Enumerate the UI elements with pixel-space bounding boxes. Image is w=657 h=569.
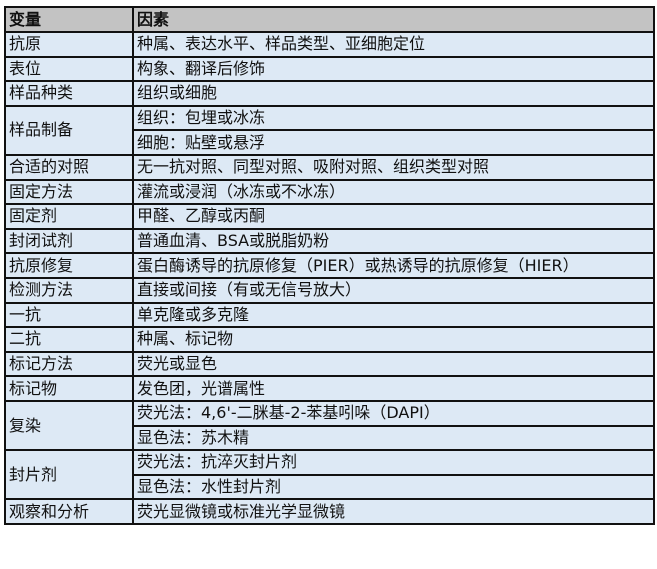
table-row: 标记物 发色团，光谱属性 [4,375,655,402]
table-row: 细胞：贴壁或悬浮 [5,129,655,156]
table-row: 复染 荧光法：4,6'-二脒基-2-苯基吲哚（DAPI） [4,399,655,452]
table-row: 表位 构象、翻译后修饰 [4,55,655,83]
factor-cell: 发色团，光谱属性 [132,375,655,402]
ihc-variables-table: 变量 因素 抗原 种属、表达水平、样品类型、亚细胞定位 表位 构象、翻译后修饰 样品种类… [4,6,655,525]
factor-cell: 荧光法：4,6'-二脒基-2-苯基吲哚（DAPI） [132,399,655,427]
variable-cell: 样品制备 [4,104,134,156]
factor-cell: 荧光显微镜或标准光学显微镜 [132,498,655,525]
table-row: 封闭试剂 普通血清、BSA或脱脂奶粉 [4,227,655,255]
factor-cell: 直接或间接（有或无信号放大） [132,276,655,304]
variable-cell: 固定方法 [4,178,134,206]
table-row: 合适的对照 无一抗对照、同型对照、吸附对照、组织类型对照 [4,153,655,181]
variable-cell: 合适的对照 [4,153,134,181]
header-factor: 因素 [132,6,655,33]
factor-cell: 显色法：苏木精 [132,424,655,452]
factor-cell: 无一抗对照、同型对照、吸附对照、组织类型对照 [132,153,655,181]
table-row: 固定剂 甲醛、乙醇或丙酮 [4,203,655,230]
table-row: 固定方法 灌流或浸润（冰冻或不冰冻） [4,178,655,206]
variable-cell: 复染 [4,399,134,452]
table-row: 抗原修复 蛋白酶诱导的抗原修复（PIER）或热诱导的抗原修复（HIER） [4,252,655,279]
header-variable: 变量 [4,6,134,33]
factor-cell: 细胞：贴壁或悬浮 [132,129,655,156]
factor-cell: 单克隆或多克隆 [132,301,655,329]
variable-cell: 标记物 [4,375,134,402]
table-row: 观察和分析 荧光显微镜或标准光学显微镜 [4,498,655,525]
header-row: 变量 因素 [4,6,655,33]
variable-cell: 一抗 [4,301,134,329]
variable-cell: 固定剂 [4,203,134,230]
factor-cell: 荧光法：抗淬灭封片剂 [132,449,655,476]
variable-cell: 封闭试剂 [4,227,134,255]
variable-cell: 检测方法 [4,276,134,304]
factor-cell: 构象、翻译后修饰 [132,55,655,83]
table-row: 样品制备 组织：包埋或冰冻 [4,104,655,156]
table-row: 标记方法 荧光或显色 [4,350,655,378]
variable-cell: 标记方法 [4,350,134,378]
table-row: 二抗 种属、标记物 [4,326,655,353]
factor-cell: 显色法：水性封片剂 [132,473,655,501]
factor-cell: 组织：包埋或冰冻 [132,104,655,132]
variable-cell: 观察和分析 [4,498,134,525]
variable-cell: 表位 [4,55,134,83]
factor-cell: 蛋白酶诱导的抗原修复（PIER）或热诱导的抗原修复（HIER） [132,252,655,279]
factor-cell: 灌流或浸润（冰冻或不冰冻） [132,178,655,206]
factor-cell: 种属、标记物 [132,326,655,353]
variable-cell: 封片剂 [4,449,134,501]
variable-cell: 抗原修复 [4,252,134,279]
factor-cell: 甲醛、乙醇或丙酮 [132,203,655,230]
table-row: 抗原 种属、表达水平、样品类型、亚细胞定位 [4,31,655,58]
factor-cell: 普通血清、BSA或脱脂奶粉 [132,227,655,255]
factor-cell: 种属、表达水平、样品类型、亚细胞定位 [132,31,655,58]
variable-cell: 样品种类 [4,80,134,107]
factor-cell: 组织或细胞 [132,80,655,107]
factor-cell: 荧光或显色 [132,350,655,378]
variable-cell: 二抗 [4,326,134,353]
variable-cell: 抗原 [4,31,134,58]
table-row: 封片剂 荧光法：抗淬灭封片剂 [4,449,655,501]
table-row: 检测方法 直接或间接（有或无信号放大） [4,276,655,304]
table-row: 一抗 单克隆或多克隆 [4,301,655,329]
table-row: 样品种类 组织或细胞 [4,80,655,107]
